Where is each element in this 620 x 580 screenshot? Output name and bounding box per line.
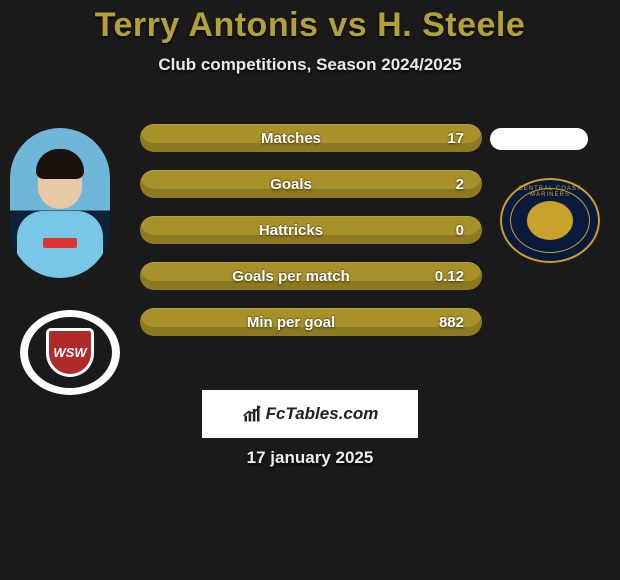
stat-label: Min per goal bbox=[158, 314, 424, 331]
stat-bar: Min per goal 882 bbox=[140, 308, 482, 336]
stat-label: Hattricks bbox=[158, 222, 424, 239]
stat-bar: Matches 17 bbox=[140, 124, 482, 152]
subtitle: Club competitions, Season 2024/2025 bbox=[0, 55, 620, 75]
stat-label: Goals per match bbox=[158, 268, 424, 285]
team-right-badge-text: CENTRAL COAST MARINERS bbox=[502, 186, 598, 198]
brand-badge: FcTables.com bbox=[202, 390, 418, 438]
player-right-avatar bbox=[490, 128, 588, 150]
team-left-badge-text: WSW bbox=[53, 345, 86, 360]
stat-bar: Hattricks 0 bbox=[140, 216, 482, 244]
stat-label: Matches bbox=[158, 130, 424, 147]
stat-value: 2 bbox=[424, 176, 464, 193]
team-right-badge: CENTRAL COAST MARINERS bbox=[500, 178, 600, 263]
stat-bar: Goals per match 0.12 bbox=[140, 262, 482, 290]
stat-bar: Goals 2 bbox=[140, 170, 482, 198]
page-title: Terry Antonis vs H. Steele bbox=[0, 0, 620, 45]
stat-label: Goals bbox=[158, 176, 424, 193]
stat-value: 0.12 bbox=[424, 268, 464, 285]
brand-text: FcTables.com bbox=[266, 404, 379, 424]
stat-value: 882 bbox=[424, 314, 464, 331]
chart-icon bbox=[242, 404, 262, 424]
player-photo-placeholder bbox=[10, 128, 110, 278]
player-left-avatar bbox=[10, 128, 110, 278]
stat-bars: Matches 17 Goals 2 Hattricks 0 Goals per… bbox=[140, 124, 482, 354]
stat-value: 0 bbox=[424, 222, 464, 239]
date: 17 january 2025 bbox=[0, 448, 620, 468]
team-left-badge: WSW bbox=[20, 310, 120, 395]
stat-value: 17 bbox=[424, 130, 464, 147]
